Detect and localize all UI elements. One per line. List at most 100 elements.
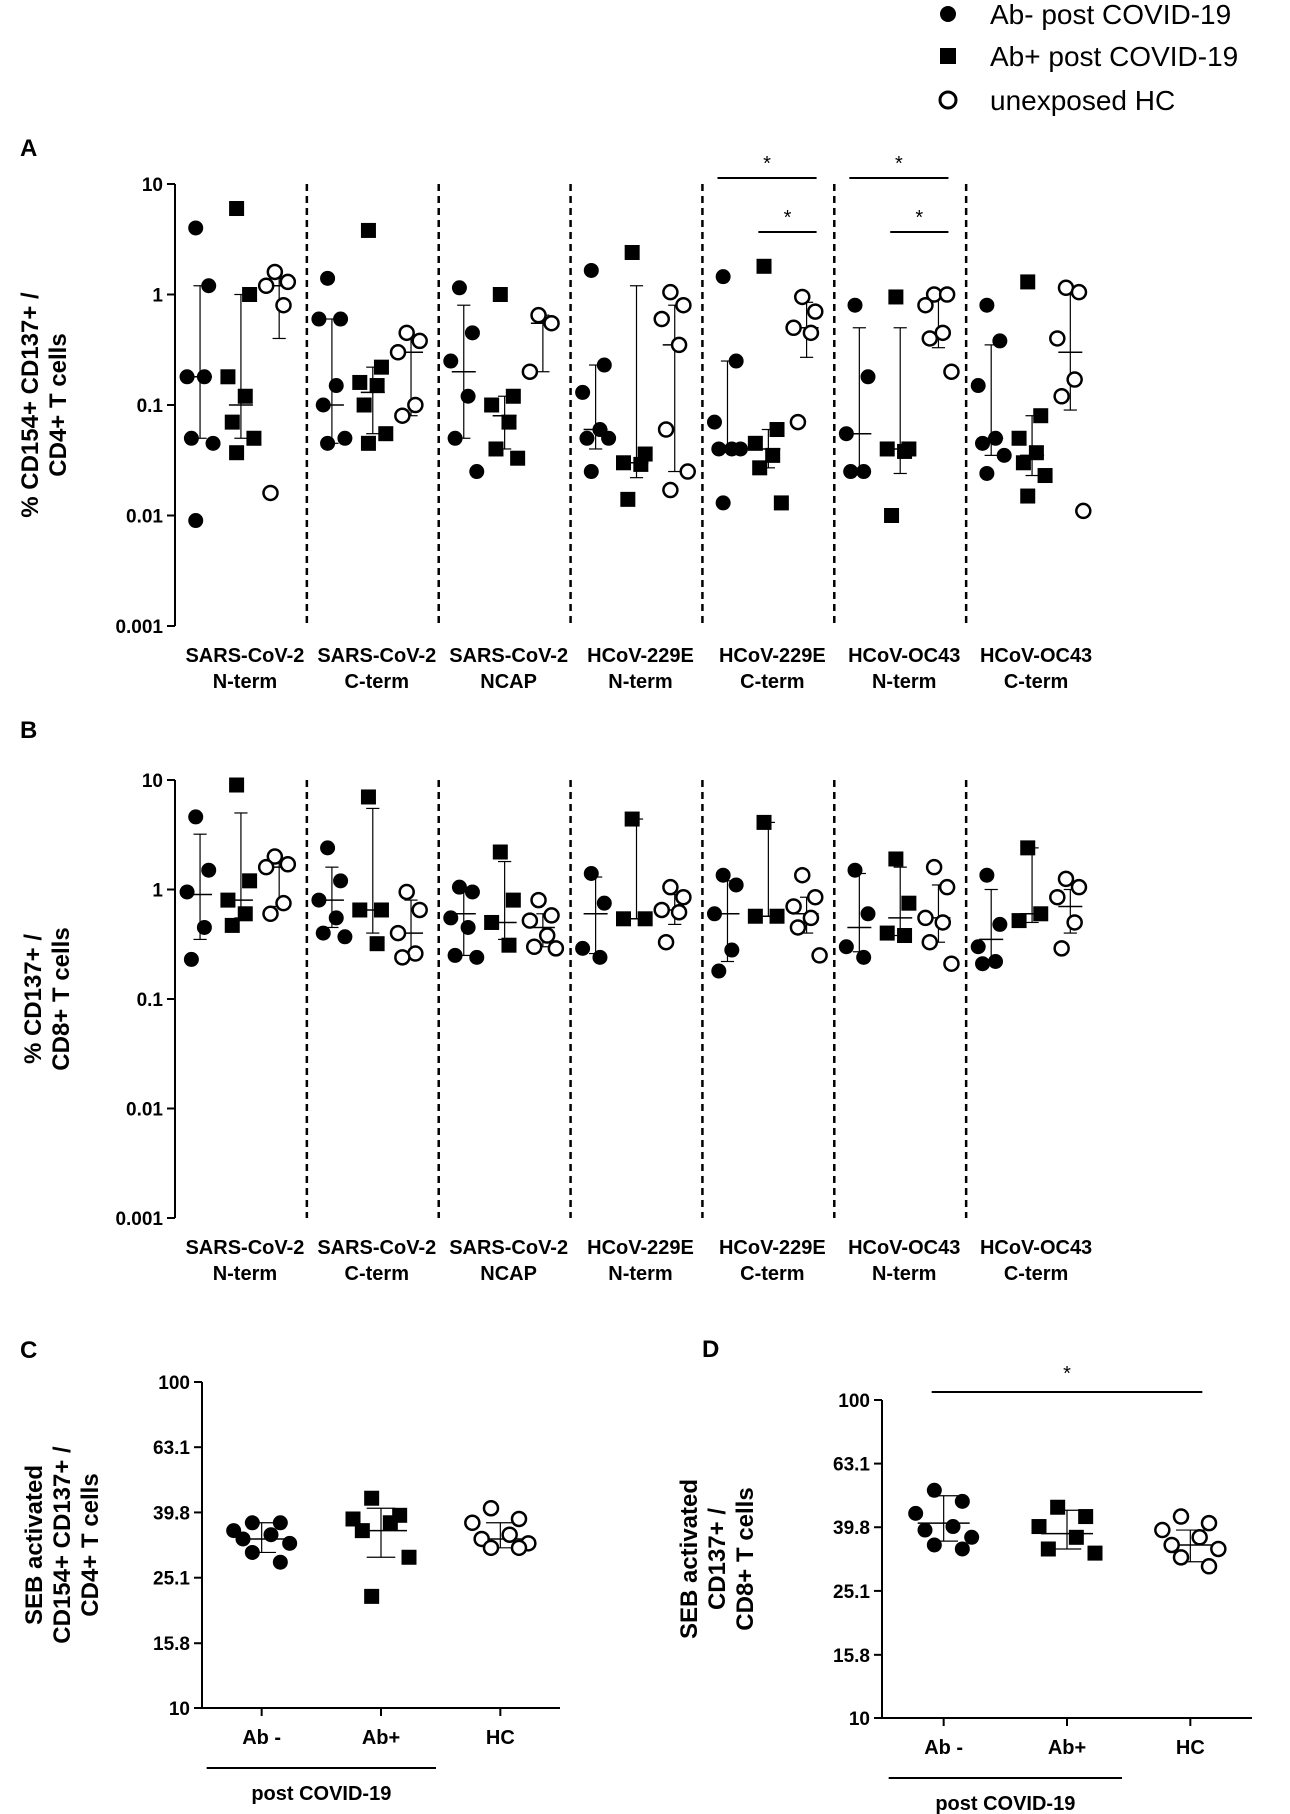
category-label-line1: SARS-CoV-2	[185, 645, 304, 667]
data-point	[360, 789, 376, 805]
data-point	[320, 435, 336, 451]
data-point	[443, 353, 459, 369]
data-point	[501, 414, 517, 430]
y-tick-label: 1	[152, 881, 163, 902]
data-point	[1163, 1536, 1180, 1554]
data-point	[1078, 1509, 1094, 1525]
data-point	[1011, 913, 1027, 929]
data-point	[711, 441, 727, 457]
data-point	[337, 929, 353, 945]
data-point	[443, 910, 459, 926]
data-point	[1070, 283, 1088, 301]
data-point	[838, 426, 854, 442]
data-point	[451, 280, 467, 296]
data-point	[670, 336, 688, 354]
category-label-line1: HCoV-OC43	[980, 645, 1092, 667]
panel-a: A 10 1 0.1 0.01 0.001 % CD154+ CD137+ /CD4+ T …	[17, 135, 1092, 693]
data-point	[975, 956, 991, 972]
data-point	[1015, 455, 1031, 471]
data-point	[263, 1527, 279, 1543]
data-point	[975, 435, 991, 451]
y-tick-label: 0.001	[115, 617, 163, 638]
data-point	[1057, 870, 1075, 888]
data-point	[897, 443, 913, 459]
data-point	[394, 949, 411, 966]
data-point	[1050, 1499, 1066, 1515]
y-tick-label: 100	[838, 1391, 870, 1412]
category-label: Ab+	[1048, 1737, 1086, 1759]
data-point	[469, 464, 485, 480]
data-point	[389, 344, 407, 361]
data-point	[1033, 906, 1049, 922]
significance-star: *	[784, 207, 792, 229]
data-point	[220, 892, 236, 908]
data-point	[543, 907, 560, 924]
category-label-line1: HCoV-229E	[587, 1237, 694, 1259]
data-point	[773, 495, 789, 511]
category-label-line2: N-term	[213, 671, 277, 693]
data-point	[988, 954, 1004, 970]
data-point	[1049, 330, 1066, 347]
data-point	[337, 430, 353, 446]
data-point	[451, 879, 467, 895]
data-point	[575, 940, 591, 956]
category-label-line2: N-term	[872, 671, 936, 693]
data-point	[328, 910, 344, 926]
data-point	[756, 814, 772, 830]
data-point	[188, 220, 204, 236]
data-point	[201, 862, 217, 878]
data-point	[802, 324, 820, 342]
category-label-line2: C-term	[345, 1263, 409, 1285]
data-point	[856, 464, 872, 480]
data-point	[1037, 468, 1053, 484]
data-point	[926, 1482, 942, 1498]
data-point	[244, 1515, 260, 1531]
data-point	[847, 297, 863, 313]
data-point	[275, 894, 292, 912]
data-point	[266, 263, 284, 281]
data-point	[484, 397, 500, 413]
data-point	[242, 873, 258, 889]
y-axis-label-line: CD8+ T cells	[48, 927, 75, 1070]
data-point	[1172, 1508, 1190, 1525]
data-point	[657, 421, 675, 438]
data-point	[970, 939, 986, 955]
data-point	[715, 269, 731, 285]
data-point	[943, 363, 960, 380]
data-point	[543, 314, 560, 332]
data-point	[237, 906, 253, 922]
data-point	[992, 916, 1008, 932]
legend-marker-hc	[938, 90, 958, 110]
data-point	[282, 1535, 298, 1551]
data-point	[938, 286, 956, 303]
data-point	[279, 273, 297, 291]
data-point	[943, 955, 960, 972]
data-point	[179, 369, 195, 385]
data-point	[934, 914, 952, 931]
y-axis-label-line: % CD154+ CD137+ /	[17, 292, 44, 518]
data-point	[1031, 1519, 1047, 1535]
data-point	[1020, 488, 1036, 504]
category-label-line2: N-term	[608, 671, 672, 693]
data-point	[244, 1544, 260, 1560]
y-axis-label-line: CD154+ CD137+ /	[49, 1446, 76, 1644]
data-point	[488, 441, 504, 457]
y-tick-label: 10	[849, 1709, 870, 1730]
data-point	[860, 369, 876, 385]
data-point	[917, 296, 934, 314]
data-point	[229, 201, 245, 217]
data-point	[1068, 1529, 1084, 1545]
data-point	[616, 455, 631, 471]
data-point	[752, 460, 768, 476]
category-label-line1: SARS-CoV-2	[449, 645, 568, 667]
y-tick-label: 39.8	[833, 1518, 870, 1539]
y-axis-label: SEB activatedCD154+ CD137+ /CD4+ T cells	[21, 1446, 104, 1644]
category-label-line2: N-term	[608, 1263, 672, 1285]
data-point	[596, 357, 612, 373]
data-point	[802, 909, 820, 927]
data-point	[352, 902, 368, 918]
data-point	[653, 310, 670, 328]
data-point	[501, 1526, 518, 1543]
data-point	[272, 1515, 288, 1531]
data-point	[1200, 1514, 1218, 1532]
